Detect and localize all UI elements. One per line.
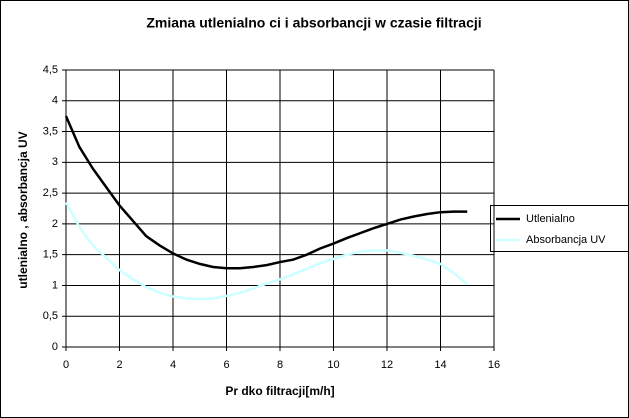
y-tick-label: 2 — [52, 218, 58, 230]
x-tick-label: 12 — [381, 359, 393, 371]
x-tick-label: 0 — [63, 359, 69, 371]
legend-frame — [490, 205, 629, 252]
y-tick-label: 0,5 — [43, 310, 58, 322]
x-tick-label: 10 — [327, 359, 339, 371]
x-tick-label: 16 — [488, 359, 500, 371]
y-tick-label: 1 — [52, 279, 58, 291]
chart-title: Zmiana utlenialno ci i absorbancji w cza… — [146, 15, 481, 31]
x-tick-label: 2 — [116, 359, 122, 371]
x-tick-label: 8 — [277, 359, 283, 371]
legend-label: Utlenialno — [526, 213, 575, 225]
y-tick-label: 4 — [52, 95, 58, 107]
series-line — [64, 115, 468, 270]
x-tick-label: 4 — [170, 359, 176, 371]
legend-label: Absorbancja UV — [526, 234, 606, 246]
y-tick-label: 0 — [52, 341, 58, 353]
x-axis-label: Pr dko filtracji[m/h] — [225, 384, 334, 398]
y-tick-label: 3,5 — [43, 125, 58, 137]
y-tick-label: 1,5 — [43, 249, 58, 261]
y-tick-label: 4,5 — [43, 64, 58, 76]
y-axis-label: utlenialno , absorbancja UV — [16, 131, 30, 288]
y-tick-label: 3 — [52, 156, 58, 168]
y-tick-label: 2,5 — [43, 187, 58, 199]
x-tick-label: 6 — [223, 359, 229, 371]
x-tick-label: 14 — [434, 359, 446, 371]
series-line — [64, 201, 469, 301]
